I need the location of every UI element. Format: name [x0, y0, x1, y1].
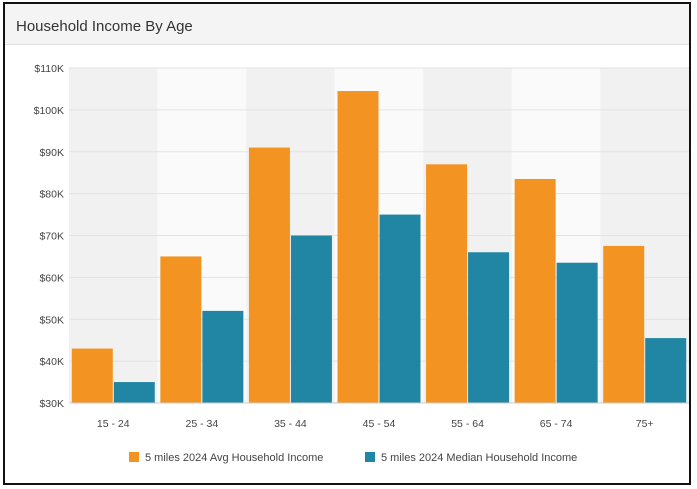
avg-income-bar[interactable] — [426, 164, 468, 403]
y-tick-label: $110K — [34, 63, 64, 75]
avg-income-bar[interactable] — [248, 147, 290, 403]
chart-panel: Household Income By Age $30K $40K $50K $60K… — [3, 2, 691, 485]
legend-swatch — [365, 452, 375, 462]
income-bar-chart: $30K $40K $50K $60K $70K $80K $90K $100K $110K 1… — [34, 63, 689, 464]
y-tick-label: $40K — [39, 356, 64, 368]
y-tick-label: $30K — [39, 398, 64, 410]
median-income-bar[interactable] — [202, 310, 244, 403]
x-tick-label: 25 - 34 — [186, 418, 219, 430]
legend-label[interactable]: 5 miles 2024 Avg Household Income — [145, 452, 323, 464]
x-tick-label: 65 - 74 — [540, 418, 573, 430]
median-income-bar[interactable] — [645, 338, 687, 403]
avg-income-bar[interactable] — [514, 178, 556, 403]
x-tick-label: 55 - 64 — [451, 418, 484, 430]
x-tick-label: 75+ — [636, 418, 654, 430]
y-tick-label: $100K — [34, 105, 64, 117]
median-income-bar[interactable] — [290, 235, 332, 404]
avg-income-bar[interactable] — [337, 91, 379, 403]
x-tick-label: 35 - 44 — [274, 418, 307, 430]
y-tick-label: $90K — [39, 147, 64, 159]
y-tick-label: $60K — [39, 272, 64, 284]
chart-title-bar: Household Income By Age — [5, 4, 689, 45]
y-tick-label: $70K — [39, 231, 64, 243]
y-tick-label: $50K — [39, 314, 64, 326]
median-income-bar[interactable] — [468, 252, 510, 403]
chart-title: Household Income By Age — [16, 18, 193, 35]
legend-swatch — [129, 452, 139, 462]
y-tick-label: $80K — [39, 189, 64, 201]
median-income-bar[interactable] — [556, 262, 598, 403]
avg-income-bar[interactable] — [603, 245, 645, 403]
avg-income-bar[interactable] — [71, 348, 113, 403]
median-income-bar[interactable] — [379, 214, 421, 403]
median-income-bar[interactable] — [113, 382, 155, 403]
legend-label[interactable]: 5 miles 2024 Median Household Income — [381, 452, 577, 464]
avg-income-bar[interactable] — [160, 256, 202, 403]
x-tick-label: 45 - 54 — [363, 418, 396, 430]
x-tick-label: 15 - 24 — [97, 418, 130, 430]
